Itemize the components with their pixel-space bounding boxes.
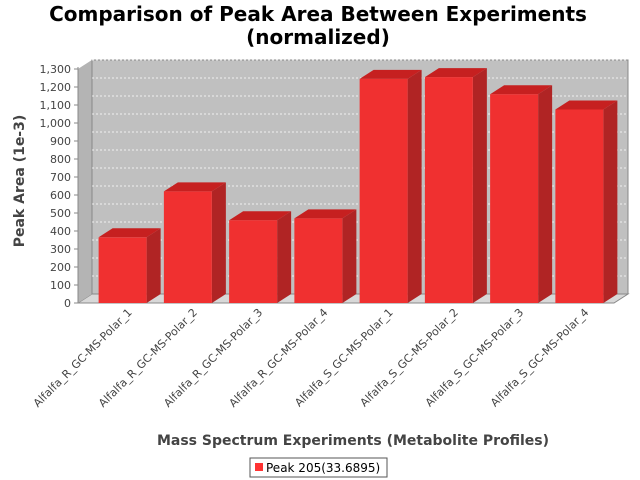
bar-top	[359, 69, 422, 79]
legend-swatch	[255, 463, 263, 471]
bar	[424, 68, 487, 303]
y-tick-label: 1,300	[40, 63, 72, 76]
bar	[98, 228, 161, 303]
bar	[359, 69, 422, 304]
bar	[294, 209, 357, 303]
bar-top	[98, 228, 161, 238]
legend-box	[249, 457, 388, 478]
y-tick-label: 500	[50, 207, 71, 220]
chart-title-line-2: (normalized)	[246, 25, 390, 49]
bar-side	[407, 69, 422, 304]
bar-side	[211, 182, 226, 303]
bar-side	[538, 85, 553, 303]
y-tick-label: 1,000	[40, 117, 72, 130]
x-axis-title: Mass Spectrum Experiments (Metabolite Pr…	[157, 433, 549, 449]
bar	[163, 182, 226, 303]
y-tick-label: 700	[50, 171, 71, 184]
y-tick-label: 0	[64, 297, 71, 310]
bar-side	[146, 228, 161, 303]
legend: Peak 205(33.6895)	[249, 457, 388, 478]
x-axis: Alfalfa_R_GC-MS-Polar_1Alfalfa_R_GC-MS-P…	[31, 306, 592, 410]
bar-front	[424, 77, 473, 303]
bar	[229, 211, 292, 303]
bar-front	[163, 191, 212, 303]
bar	[555, 100, 618, 303]
chart-title-line-1: Comparison of Peak Area Between Experime…	[49, 2, 587, 26]
bar-side	[277, 211, 292, 303]
y-tick-label: 1,200	[40, 81, 72, 94]
bar-front	[229, 220, 278, 303]
bar-front	[294, 218, 343, 303]
y-tick-label: 1,100	[40, 99, 72, 112]
bar-top	[555, 100, 618, 110]
y-tick-label: 800	[50, 153, 71, 166]
bar-top	[424, 68, 487, 78]
bar	[490, 85, 553, 303]
y-tick-label: 900	[50, 135, 71, 148]
y-tick-label: 100	[50, 279, 71, 292]
bar-front	[555, 109, 604, 303]
y-axis-title: Peak Area (1e-3)	[12, 115, 28, 248]
bar-front	[98, 237, 147, 303]
bar-top	[294, 209, 357, 219]
bar-side	[603, 100, 618, 303]
y-tick-label: 400	[50, 225, 71, 238]
plot-left-wall	[78, 60, 92, 303]
y-tick-label: 200	[50, 261, 71, 274]
bar-top	[163, 182, 226, 192]
bar-top	[229, 211, 292, 221]
bar-side	[472, 68, 487, 303]
y-tick-label: 600	[50, 189, 71, 202]
legend-label: Peak 205(33.6895)	[266, 461, 380, 475]
bar-top	[490, 85, 553, 95]
bar-front	[359, 78, 408, 304]
bar-side	[342, 209, 357, 303]
bars	[98, 68, 618, 304]
y-tick-label: 300	[50, 243, 71, 256]
bar-front	[490, 94, 539, 303]
y-axis: 0 100 200 300 400 500 600 700 800 900 1,000 1,100 1,…	[40, 63, 79, 310]
